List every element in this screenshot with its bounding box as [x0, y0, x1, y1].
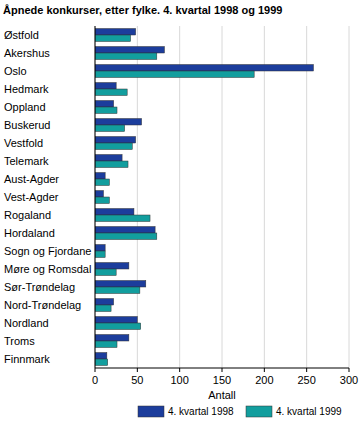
category-label: Troms	[4, 335, 35, 347]
tick-label: 250	[297, 374, 315, 386]
bar	[95, 209, 134, 215]
tick	[222, 368, 223, 372]
bar	[95, 335, 129, 341]
tick-label: 300	[340, 374, 358, 386]
axis	[95, 368, 349, 369]
category-label: Møre og Romsdal	[4, 263, 91, 275]
bar	[95, 101, 114, 107]
bar	[95, 53, 157, 59]
bar	[95, 125, 125, 131]
category-label: Nordland	[4, 317, 49, 329]
bar	[95, 263, 129, 269]
bar	[95, 179, 109, 185]
bar	[95, 71, 254, 77]
tick-label: 200	[255, 374, 273, 386]
grid-line	[349, 26, 350, 368]
bar	[95, 281, 146, 287]
tick-label: 100	[170, 374, 188, 386]
tick	[137, 368, 138, 372]
bar	[95, 353, 107, 359]
tick-label: 150	[213, 374, 231, 386]
legend-swatch	[246, 406, 272, 417]
bar	[95, 89, 127, 95]
tick	[95, 368, 96, 372]
bar	[95, 119, 142, 125]
category-label: Aust-Agder	[4, 173, 59, 185]
bar	[95, 245, 105, 251]
category-label: Oslo	[4, 65, 27, 77]
tick	[349, 368, 350, 372]
category-label: Østfold	[4, 29, 39, 41]
grid-line	[264, 26, 265, 368]
category-label: Nord-Trøndelag	[4, 299, 81, 311]
category-label: Buskerud	[4, 119, 50, 131]
legend-swatch	[138, 406, 164, 417]
tick	[179, 368, 180, 372]
bar	[95, 287, 140, 293]
bar	[95, 251, 105, 257]
grid-line	[95, 26, 96, 368]
category-label: Sør-Trøndelag	[4, 281, 75, 293]
bar	[95, 299, 114, 305]
category-label: Vest-Agder	[4, 191, 59, 203]
bar	[95, 173, 105, 179]
bar	[95, 233, 157, 239]
bar	[95, 137, 136, 143]
bar	[95, 47, 164, 53]
bar	[95, 197, 109, 203]
bar	[95, 317, 137, 323]
bar	[95, 29, 136, 35]
category-label: Oppland	[4, 101, 46, 113]
title: Åpnede konkurser, etter fylke. 4. kvarta…	[3, 4, 282, 16]
bar	[95, 35, 131, 41]
category-label: Hordaland	[4, 227, 55, 239]
tick	[306, 368, 307, 372]
category-label: Vestfold	[4, 137, 43, 149]
bar	[95, 227, 155, 233]
tick-label: 0	[92, 374, 98, 386]
tick-label: 50	[131, 374, 143, 386]
bar	[95, 65, 313, 71]
bars	[95, 29, 313, 366]
bar	[95, 341, 117, 347]
chart: Åpnede konkurser, etter fylke. 4. kvarta…	[0, 0, 362, 425]
category-label: Akershus	[4, 47, 50, 59]
category-label: Finnmark	[4, 353, 50, 365]
axis-label: Antall	[208, 389, 236, 401]
tick	[264, 368, 265, 372]
bar	[95, 83, 116, 89]
bar	[95, 143, 132, 149]
category-label: Sogn og Fjordane	[4, 245, 91, 257]
category-label: Rogaland	[4, 209, 51, 221]
category-label: Hedmark	[4, 83, 49, 95]
grid-line	[306, 26, 307, 368]
category-label: Telemark	[4, 155, 49, 167]
bar	[95, 155, 122, 161]
bar	[95, 107, 117, 113]
bar	[95, 161, 128, 167]
legend-label: 4. kvartal 1999	[276, 406, 342, 417]
bar	[95, 359, 108, 365]
axis	[95, 26, 96, 368]
bar	[95, 191, 103, 197]
bar	[95, 305, 111, 311]
bar	[95, 323, 141, 329]
legend-label: 4. kvartal 1998	[168, 406, 234, 417]
bar	[95, 269, 116, 275]
bar	[95, 215, 150, 221]
